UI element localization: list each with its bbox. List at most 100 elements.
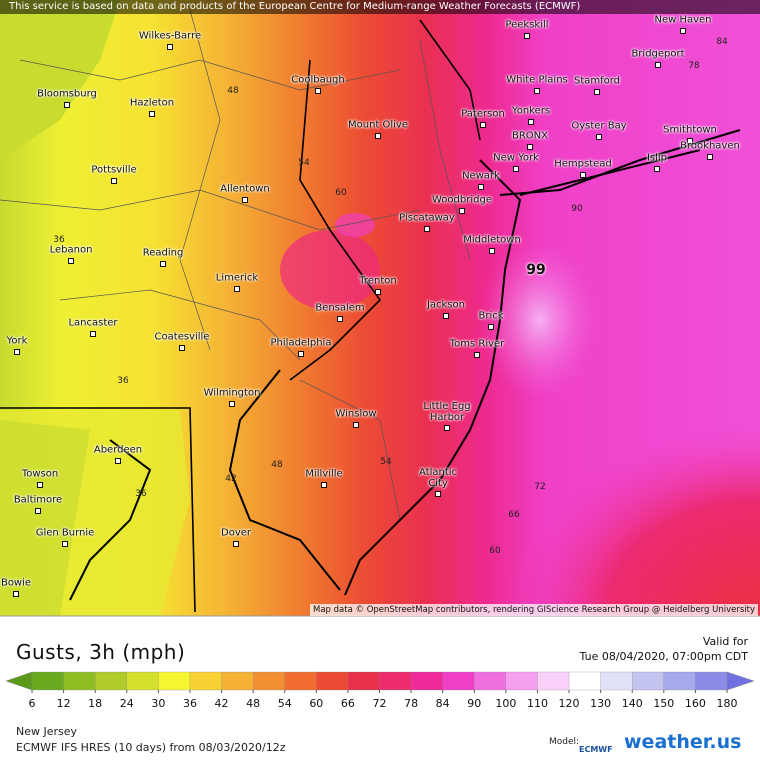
colorbar-tick-label: 54 (277, 697, 292, 710)
city-label: Stamford (573, 75, 621, 87)
city-marker (375, 133, 381, 139)
contour-label: 48 (227, 86, 239, 96)
colorbar-tick-label: 90 (467, 697, 482, 710)
city-marker (160, 261, 166, 267)
colorbar-tick-label: 110 (526, 697, 548, 710)
city-marker (687, 138, 693, 144)
city-label: Wilkes-Barre (138, 30, 202, 42)
gust-field-core (335, 213, 375, 237)
gust-field-core (280, 230, 380, 310)
city-label: Little Egg Harbor (423, 401, 471, 423)
colorbar-tick-label: 42 (214, 697, 229, 710)
contour-label: 54 (298, 158, 310, 168)
city-marker (315, 88, 321, 94)
county-lines (0, 9, 471, 521)
city-marker (513, 166, 519, 172)
city-label: Oyster Bay (571, 120, 627, 132)
colorbar-swatch (252, 671, 286, 691)
colorbar-swatch (537, 671, 570, 691)
city-label: Aberdeen (93, 444, 143, 456)
colorbar-tick-label: 66 (340, 697, 355, 710)
legend-title: Gusts, 3h (mph) (16, 640, 186, 664)
valid-time: Tue 08/04/2020, 07:00pm CDT (579, 650, 748, 663)
colorbar-swatch (284, 671, 317, 691)
colorbar-tick-label: 120 (558, 697, 580, 710)
city-marker (594, 89, 600, 95)
colorbar-tick-label: 6 (28, 697, 36, 710)
city-marker (298, 351, 304, 357)
city-marker (337, 316, 343, 322)
colorbar-swatch (221, 671, 254, 691)
city-marker (167, 44, 173, 50)
contour-label: 42 (225, 474, 237, 484)
city-label: Toms River (449, 338, 505, 350)
gust-field-green (0, 0, 120, 160)
colorbar-tick-label: 78 (404, 697, 419, 710)
city-label: Millville (305, 468, 343, 480)
colorbar-tick-label: 100 (495, 697, 517, 710)
city-marker (242, 197, 248, 203)
contour-label: 60 (489, 546, 501, 556)
colorbar-swatch (663, 671, 696, 691)
region: New Jersey (16, 725, 78, 738)
colorbar-swatch (568, 671, 602, 691)
model-label: Model: (549, 737, 580, 747)
colorbar-swatch (316, 671, 349, 691)
colorbar-swatch (505, 671, 538, 691)
city-label: Smithtown (663, 124, 717, 136)
colorbar-tick-label: 160 (684, 697, 706, 710)
city-label: Lancaster (68, 317, 118, 329)
colorbar-tick-label: 18 (88, 697, 103, 710)
city-marker (707, 154, 713, 160)
city-marker (14, 349, 20, 355)
city-marker (321, 482, 327, 488)
city-label: Limerick (215, 272, 259, 284)
city-label: Dover (221, 527, 251, 539)
colorbar-swatch (63, 671, 96, 691)
city-label: Bowie (0, 577, 32, 589)
city-label: Coatesville (154, 331, 210, 343)
city-label: Paterson (461, 108, 505, 120)
colorbar-swatch (695, 671, 728, 691)
city-label: Jackson (426, 299, 466, 311)
colorbar-swatch (410, 671, 444, 691)
contour-label: 36 (53, 235, 65, 245)
city-label: Bloomsburg (37, 88, 97, 100)
contour-label: 54 (380, 457, 392, 467)
brand[interactable]: weather.us (624, 731, 742, 753)
city-label: Allentown (220, 183, 270, 195)
city-label: Bridgeport (631, 48, 685, 60)
city-marker (459, 208, 465, 214)
contour-label: 99 (526, 262, 546, 278)
colorbar-tick-label: 72 (372, 697, 387, 710)
city-label: Brick (478, 310, 504, 322)
city-label: Peekskill (505, 19, 549, 31)
notice: This service is based on data and produc… (0, 0, 760, 14)
city-label: New Haven (654, 14, 712, 26)
contour-label: 66 (508, 510, 520, 520)
city-marker (528, 119, 534, 125)
city-marker (353, 422, 359, 428)
city-marker (233, 541, 239, 547)
city-label: Towson (21, 468, 59, 480)
city-label: York (6, 335, 28, 347)
city-marker (488, 324, 494, 330)
city-marker (443, 313, 449, 319)
state-borders (0, 19, 481, 613)
city-marker (13, 591, 19, 597)
colorbar-tick-label: 84 (435, 697, 450, 710)
city-marker (534, 88, 540, 94)
city-label: Hazleton (129, 97, 175, 109)
city-marker (474, 352, 480, 358)
city-marker (480, 122, 486, 128)
city-label: Woodbridge (432, 194, 492, 206)
colorbar-tick-label: 150 (653, 697, 675, 710)
city-marker (435, 491, 441, 497)
coastline (69, 129, 741, 601)
city-label: Lebanon (49, 244, 93, 256)
colorbar-tick-label: 48 (246, 697, 261, 710)
contour-label: 78 (688, 61, 700, 71)
city-marker (64, 102, 70, 108)
city-label: Islip (646, 152, 668, 164)
